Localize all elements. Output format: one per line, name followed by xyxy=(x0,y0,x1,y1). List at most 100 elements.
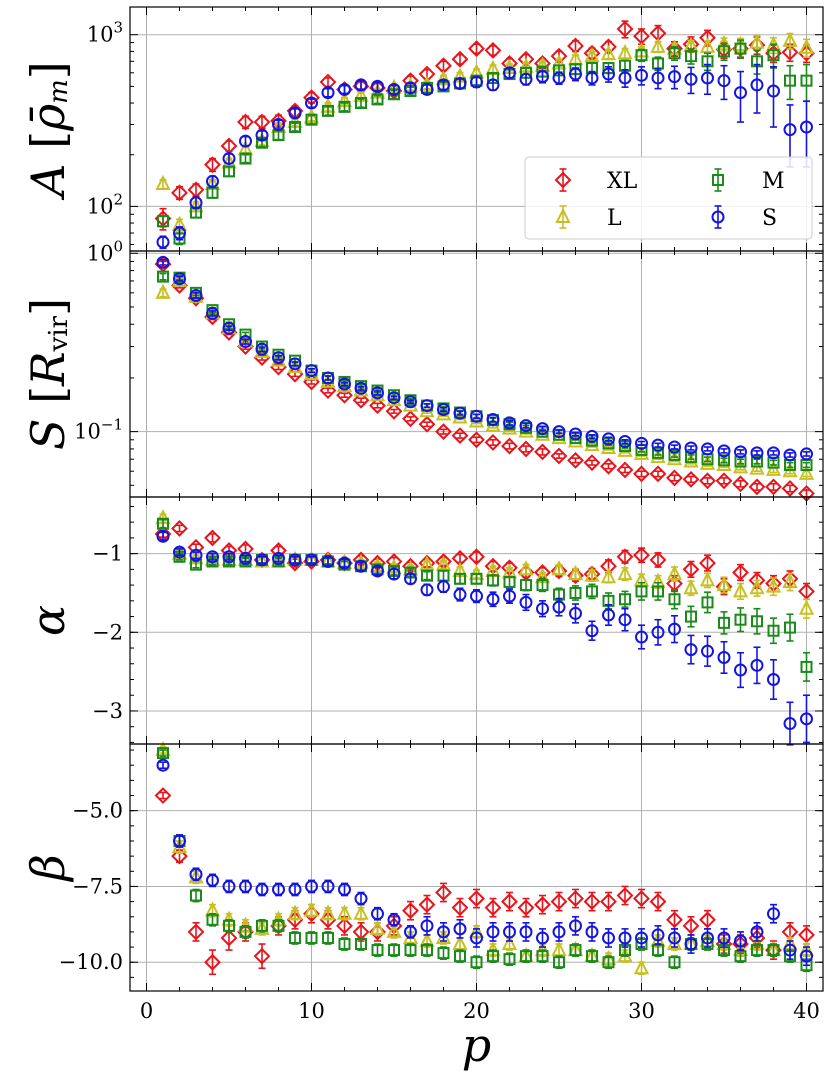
data-point-s xyxy=(453,588,467,602)
data-point-m xyxy=(536,579,549,592)
y-axis-label-symbol: ρ̄ xyxy=(21,104,75,132)
data-point-s xyxy=(371,386,384,400)
data-point-xl xyxy=(187,923,205,941)
data-point-s xyxy=(255,342,269,356)
y-axis-label-open: [ xyxy=(21,131,75,164)
y-tick-label: 10−1 xyxy=(74,416,123,444)
data-point-s xyxy=(750,925,764,939)
data-point-m xyxy=(157,270,169,283)
data-point-s xyxy=(338,82,351,96)
data-point-s xyxy=(420,399,434,413)
data-point-xl xyxy=(204,953,221,971)
data-point-xl xyxy=(385,402,403,420)
data-point-xl xyxy=(237,113,254,131)
data-point-s xyxy=(206,306,219,320)
y-axis-label-main: A xyxy=(21,164,75,201)
data-point-s xyxy=(618,435,632,449)
data-point-s xyxy=(305,96,318,110)
data-point-xl xyxy=(468,890,485,907)
data-point-s xyxy=(404,81,417,95)
data-point-s xyxy=(354,381,368,395)
data-point-l xyxy=(699,37,716,53)
data-point-m xyxy=(157,517,169,530)
data-point-s xyxy=(189,288,203,302)
data-point-s xyxy=(239,335,252,349)
data-point-s xyxy=(635,630,648,644)
data-point-m xyxy=(520,950,532,963)
data-point-xl xyxy=(616,20,634,38)
data-point-s xyxy=(222,879,236,893)
data-point-s xyxy=(321,555,335,569)
data-point-s xyxy=(552,71,566,85)
data-point-m xyxy=(371,93,384,106)
data-point-s xyxy=(552,425,566,439)
data-point-xl xyxy=(567,567,584,585)
data-point-s xyxy=(635,931,648,945)
data-point-m xyxy=(652,585,664,598)
data-point-m xyxy=(388,944,400,957)
data-point-xl xyxy=(798,582,815,600)
series-m xyxy=(157,270,813,471)
data-point-l xyxy=(683,579,699,595)
data-point-xl xyxy=(517,899,535,917)
y-tick-label-base: 10 xyxy=(87,23,114,47)
data-point-l xyxy=(617,44,633,60)
data-point-m xyxy=(685,50,697,63)
data-point-s xyxy=(503,589,516,603)
data-point-s xyxy=(668,440,681,454)
data-point-m xyxy=(454,572,466,585)
data-point-l xyxy=(650,447,666,464)
data-point-s xyxy=(288,106,302,120)
data-point-xl xyxy=(633,465,650,483)
data-point-s xyxy=(503,66,516,80)
legend-marker xyxy=(554,171,572,189)
data-point-s xyxy=(420,82,434,96)
data-point-xl xyxy=(319,382,337,399)
y-axis-label-sub: m xyxy=(44,79,74,104)
data-point-xl xyxy=(682,917,700,935)
data-point-m xyxy=(322,931,334,944)
data-point-l xyxy=(303,364,320,381)
data-point-l xyxy=(782,572,798,588)
legend-entry-l: L xyxy=(555,205,622,231)
y-tick-label-exponent: −1 xyxy=(101,416,123,434)
legend-entry-xl: XL xyxy=(554,168,638,194)
data-point-xl xyxy=(715,472,733,490)
data-point-l xyxy=(732,582,749,598)
data-point-xl xyxy=(550,893,568,911)
data-point-m xyxy=(239,925,252,938)
data-point-s xyxy=(684,643,698,657)
data-point-m xyxy=(470,956,483,969)
data-point-s xyxy=(536,931,549,945)
data-point-xl xyxy=(550,562,568,580)
data-point-l xyxy=(320,904,336,920)
data-point-s xyxy=(173,545,186,559)
data-point-l xyxy=(600,438,617,454)
data-point-s xyxy=(800,949,813,963)
data-point-s xyxy=(470,409,483,423)
data-point-s xyxy=(651,928,665,942)
data-point-l xyxy=(155,283,171,299)
data-point-s xyxy=(651,438,665,452)
data-point-l xyxy=(650,37,666,53)
data-point-s xyxy=(536,70,549,84)
y-axis-label: S [Rvir] xyxy=(21,298,75,450)
data-point-l xyxy=(386,922,402,938)
data-point-l xyxy=(633,959,650,975)
data-point-s xyxy=(288,882,302,896)
data-point-m xyxy=(668,593,681,606)
data-point-s xyxy=(783,123,797,137)
data-point-xl xyxy=(748,478,766,496)
y-tick-label: 102 xyxy=(87,190,123,218)
data-point-m xyxy=(520,579,532,592)
data-point-m xyxy=(338,938,351,951)
data-point-m xyxy=(685,610,697,623)
data-point-xl xyxy=(336,917,353,935)
data-point-xl xyxy=(649,551,667,569)
data-point-m xyxy=(800,74,813,87)
data-point-xl xyxy=(220,929,238,947)
data-point-m xyxy=(767,624,780,637)
data-point-s xyxy=(800,712,813,726)
data-point-s xyxy=(635,68,648,82)
legend-marker xyxy=(555,207,571,223)
